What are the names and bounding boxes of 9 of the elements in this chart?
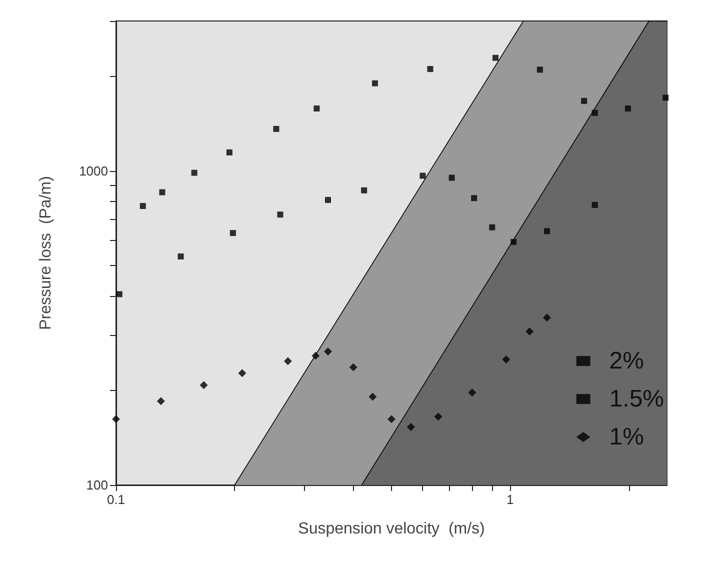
x-tick-label: 0.1 — [106, 492, 126, 507]
legend-label: 1% — [609, 424, 644, 450]
y-tick-label: 1000 — [79, 163, 108, 178]
x-axis-title: Suspension velocity (m/s) — [298, 520, 485, 538]
y-axis-title: Pressure loss (Pa/m) — [38, 176, 54, 330]
legend-label: 1.5% — [609, 386, 664, 412]
x-tick-label: 1 — [506, 492, 514, 507]
legend-label: 2% — [609, 348, 644, 374]
y-tick-label: 100 — [86, 478, 108, 492]
